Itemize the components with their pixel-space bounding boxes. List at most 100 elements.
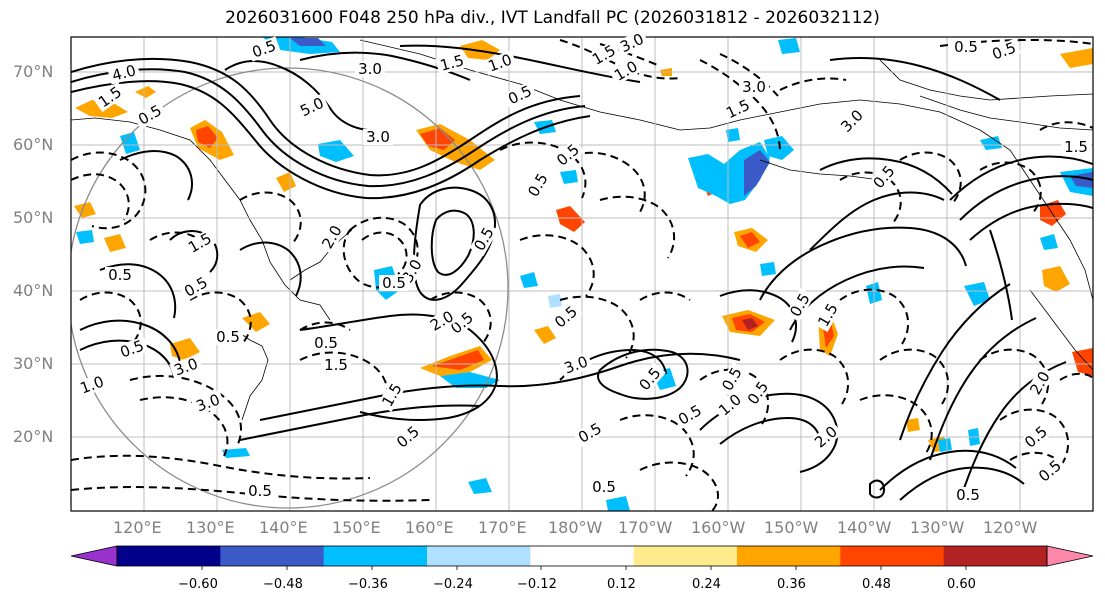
contour-label-background — [355, 61, 385, 77]
lat-label-60n: 60°N — [13, 135, 54, 154]
contour-label-background — [551, 139, 585, 171]
colorbar-bin — [117, 546, 221, 566]
shade-patch — [980, 136, 1002, 150]
map-frame — [70, 36, 1094, 512]
contour-label-background — [213, 329, 243, 345]
shade-patch — [938, 438, 952, 452]
contour-label: 0.5 — [954, 38, 978, 56]
shade-patch — [520, 272, 538, 288]
contour-label-background — [295, 93, 329, 121]
contour-label-background — [739, 79, 769, 95]
colorbar-over-extend — [1046, 545, 1094, 567]
lon-label-140e: 140°E — [259, 518, 308, 537]
contour-label-background — [742, 376, 774, 410]
shade-patch — [460, 40, 500, 60]
contour-label-background — [317, 220, 347, 254]
shade-patch — [1040, 234, 1058, 250]
dashed-contours — [71, 38, 1093, 511]
contour-label-background — [523, 168, 553, 202]
shade-patch — [556, 206, 585, 232]
contour-label: 0.5 — [956, 486, 980, 504]
lat-label-20n: 20°N — [13, 427, 54, 446]
shade-patch — [1072, 348, 1093, 376]
contour-label-background — [377, 378, 407, 412]
contour-label-background — [559, 352, 593, 378]
shade-patch — [76, 230, 94, 244]
contour-label-background — [183, 228, 217, 258]
contour-label-background — [1025, 366, 1055, 400]
contour-label: 3.0 — [358, 60, 382, 78]
colorbar-tick-label: 0.48 — [862, 577, 891, 592]
lon-label-160w: 160°W — [691, 518, 746, 537]
colorbar-bin — [530, 546, 635, 566]
contour-label-background — [75, 372, 109, 398]
contour-label: 0.5 — [592, 478, 616, 496]
range-circle — [71, 67, 509, 509]
colorbar-bin — [427, 546, 531, 566]
contour-label-background — [483, 50, 517, 76]
shade-patch — [964, 282, 990, 306]
contour-label-background — [445, 307, 479, 339]
colorbar-tick-label: −0.60 — [178, 577, 218, 592]
shade-patch — [135, 86, 156, 98]
colorbar-bin — [737, 546, 841, 566]
contour-label: 0.5 — [314, 334, 338, 352]
colorbar-bin — [633, 546, 738, 566]
contour-label-background — [813, 298, 843, 332]
lon-label-130e: 130°E — [186, 518, 235, 537]
colorbar-frame — [116, 545, 1048, 567]
contour-label-background — [245, 483, 275, 499]
contour-label: 0.5 — [382, 274, 406, 292]
contour-label: 0.5 — [108, 266, 132, 284]
contour-label-background — [311, 335, 341, 351]
colorbar-tick-label: −0.36 — [348, 577, 388, 592]
shade-patch — [560, 170, 578, 184]
contour-label: 1.5 — [324, 356, 348, 374]
shade-patch — [548, 294, 562, 308]
shade-patch — [742, 318, 758, 330]
colorbar-tick-label: −0.12 — [517, 577, 557, 592]
contour-label-background — [169, 354, 203, 380]
shade-patch — [906, 418, 920, 432]
contour-label-background — [107, 61, 141, 85]
contour-label-background — [953, 487, 983, 503]
contour-label-background — [1061, 139, 1091, 155]
shade-patch — [740, 232, 760, 248]
colorbar-tick-label: 0.24 — [692, 577, 721, 592]
map-title: 2026031600 F048 250 hPa div., IVT Landfa… — [225, 8, 880, 28]
shade-patch — [1042, 266, 1070, 292]
contour-label-background — [615, 29, 649, 57]
lon-label-130w: 130°W — [910, 518, 965, 537]
lat-label-40n: 40°N — [13, 281, 54, 300]
shade-patch — [196, 126, 218, 148]
lon-label-150w: 150°W — [764, 518, 819, 537]
colorbar-bin — [840, 546, 945, 566]
contour-label: 0.5 — [216, 328, 240, 346]
contour-label-background — [713, 389, 747, 421]
contour-label-background — [191, 390, 225, 416]
contour-label-background — [589, 479, 619, 495]
shade-patch — [726, 128, 740, 142]
shade-patch — [290, 38, 326, 46]
lat-label-30n: 30°N — [13, 354, 54, 373]
colorbar-under-extend — [70, 545, 118, 567]
shade-patch — [1060, 48, 1093, 68]
contour-label-background — [587, 40, 621, 70]
contour-label: 3.0 — [366, 128, 390, 146]
contour-label-background — [469, 222, 499, 256]
lon-label-120w: 120°W — [983, 518, 1038, 537]
contour-label-background — [673, 400, 707, 430]
contour-label-layer: 0.54.0 3.01.5 5.03.01.5 1.00.53.01.51.00.5 3… — [75, 29, 1091, 504]
shade-patch — [432, 350, 484, 370]
contour-label-background — [835, 104, 869, 138]
shade-patch — [222, 448, 250, 458]
colorbar-tick-label: −0.48 — [263, 577, 303, 592]
contour-label: 3.0 — [742, 78, 766, 96]
shade-patch — [760, 262, 776, 276]
contour-label-background — [425, 306, 459, 336]
shade-patch — [606, 496, 630, 511]
lon-label-180w: 180°W — [548, 518, 603, 537]
contour-label-background — [1019, 421, 1053, 453]
contour-label: 1.5 — [438, 51, 466, 75]
